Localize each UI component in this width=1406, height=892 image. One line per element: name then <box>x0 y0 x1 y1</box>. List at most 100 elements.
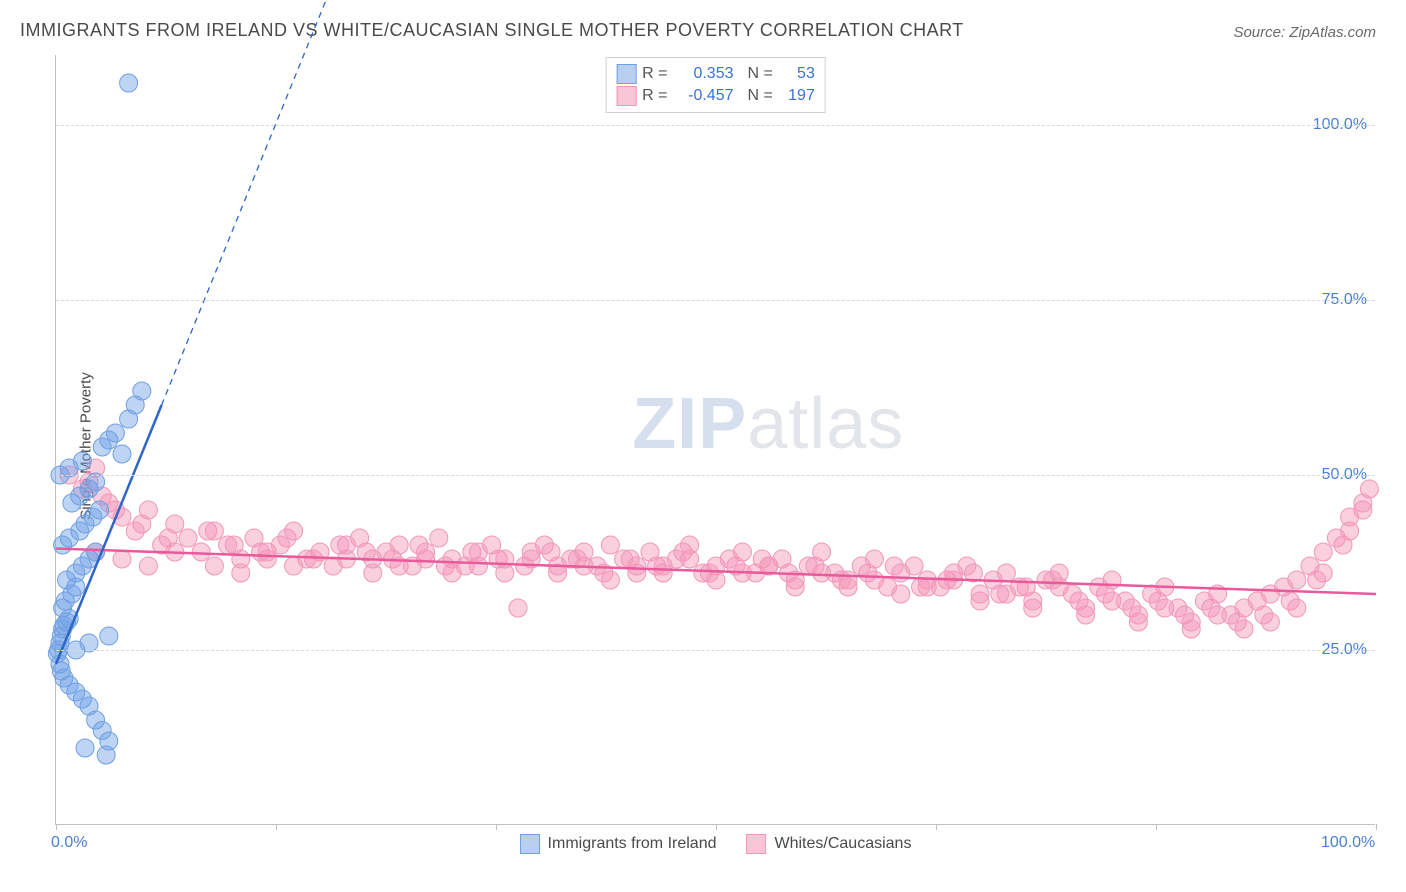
x-tick-mark <box>716 824 717 830</box>
scatter-point <box>654 564 672 582</box>
scatter-point <box>1024 599 1042 617</box>
legend-swatch <box>616 64 636 84</box>
x-tick-label: 100.0% <box>1321 834 1375 852</box>
scatter-point <box>1341 522 1359 540</box>
scatter-point <box>91 501 109 519</box>
scatter-point <box>469 557 487 575</box>
scatter-svg <box>56 55 1375 824</box>
scatter-point <box>681 550 699 568</box>
legend-r-value: -0.457 <box>674 87 734 105</box>
scatter-point <box>813 564 831 582</box>
scatter-point <box>120 74 138 92</box>
legend-swatch <box>616 86 636 106</box>
bottom-legend-label: Whites/Caucasians <box>774 835 911 853</box>
x-tick-mark <box>936 824 937 830</box>
scatter-point <box>1077 606 1095 624</box>
scatter-point <box>113 445 131 463</box>
scatter-point <box>601 571 619 589</box>
x-tick-label: 0.0% <box>51 834 87 852</box>
scatter-point <box>1129 613 1147 631</box>
scatter-point <box>205 557 223 575</box>
legend-row: R = 0.353 N = 53 <box>616 64 815 84</box>
scatter-point <box>509 599 527 617</box>
scatter-point <box>304 550 322 568</box>
x-tick-mark <box>1376 824 1377 830</box>
scatter-point <box>496 564 514 582</box>
scatter-point <box>179 529 197 547</box>
bottom-legend-item: Immigrants from Ireland <box>520 834 717 854</box>
scatter-point <box>1156 599 1174 617</box>
scatter-point <box>1288 571 1306 589</box>
scatter-point <box>417 550 435 568</box>
chart-plot-area: ZIPatlas R = 0.353 N = 53 R = -0.457 N =… <box>55 55 1375 825</box>
scatter-point <box>106 424 124 442</box>
legend-n-label: N = <box>748 87 773 105</box>
scatter-point <box>225 536 243 554</box>
gridline-horizontal <box>56 125 1375 126</box>
legend-n-value: 197 <box>779 87 815 105</box>
scatter-point <box>199 522 217 540</box>
scatter-point <box>1261 613 1279 631</box>
series-legend: Immigrants from Ireland Whites/Caucasians <box>520 834 912 854</box>
scatter-point <box>892 585 910 603</box>
trend-line-blue-dashed <box>162 0 347 405</box>
legend-r-label: R = <box>642 65 667 83</box>
scatter-point <box>601 536 619 554</box>
legend-n-label: N = <box>748 65 773 83</box>
legend-swatch <box>520 834 540 854</box>
chart-title: IMMIGRANTS FROM IRELAND VS WHITE/CAUCASI… <box>20 20 964 41</box>
scatter-point <box>997 585 1015 603</box>
bottom-legend-item: Whites/Caucasians <box>746 834 911 854</box>
scatter-point <box>905 557 923 575</box>
legend-n-value: 53 <box>779 65 815 83</box>
scatter-point <box>1354 501 1372 519</box>
scatter-point <box>97 746 115 764</box>
scatter-point <box>133 382 151 400</box>
scatter-point <box>1103 592 1121 610</box>
scatter-point <box>1314 543 1332 561</box>
scatter-point <box>364 564 382 582</box>
scatter-point <box>232 564 250 582</box>
x-tick-mark <box>496 824 497 830</box>
scatter-point <box>1050 578 1068 596</box>
scatter-point <box>971 592 989 610</box>
scatter-point <box>1314 564 1332 582</box>
scatter-point <box>1209 606 1227 624</box>
scatter-point <box>885 557 903 575</box>
legend-r-value: 0.353 <box>674 65 734 83</box>
scatter-point <box>278 529 296 547</box>
scatter-point <box>76 739 94 757</box>
scatter-point <box>1182 620 1200 638</box>
legend-r-label: R = <box>642 87 667 105</box>
gridline-horizontal <box>56 300 1375 301</box>
scatter-point <box>1288 599 1306 617</box>
scatter-point <box>542 543 560 561</box>
scatter-point <box>786 578 804 596</box>
gridline-horizontal <box>56 475 1375 476</box>
bottom-legend-label: Immigrants from Ireland <box>548 835 717 853</box>
scatter-point <box>918 578 936 596</box>
x-tick-mark <box>56 824 57 830</box>
scatter-point <box>443 564 461 582</box>
scatter-point <box>133 515 151 533</box>
x-tick-mark <box>1156 824 1157 830</box>
scatter-point <box>865 571 883 589</box>
gridline-horizontal <box>56 650 1375 651</box>
scatter-point <box>1235 620 1253 638</box>
scatter-point <box>100 627 118 645</box>
scatter-point <box>73 452 91 470</box>
scatter-point <box>430 529 448 547</box>
scatter-point <box>192 543 210 561</box>
correlation-legend: R = 0.353 N = 53 R = -0.457 N = 197 <box>605 57 826 113</box>
scatter-point <box>839 578 857 596</box>
scatter-point <box>707 571 725 589</box>
scatter-point <box>997 564 1015 582</box>
source-attribution: Source: ZipAtlas.com <box>1233 24 1376 41</box>
scatter-point <box>285 557 303 575</box>
scatter-point <box>628 557 646 575</box>
legend-swatch <box>746 834 766 854</box>
scatter-point <box>258 550 276 568</box>
scatter-point <box>139 557 157 575</box>
x-tick-mark <box>276 824 277 830</box>
legend-row: R = -0.457 N = 197 <box>616 86 815 106</box>
